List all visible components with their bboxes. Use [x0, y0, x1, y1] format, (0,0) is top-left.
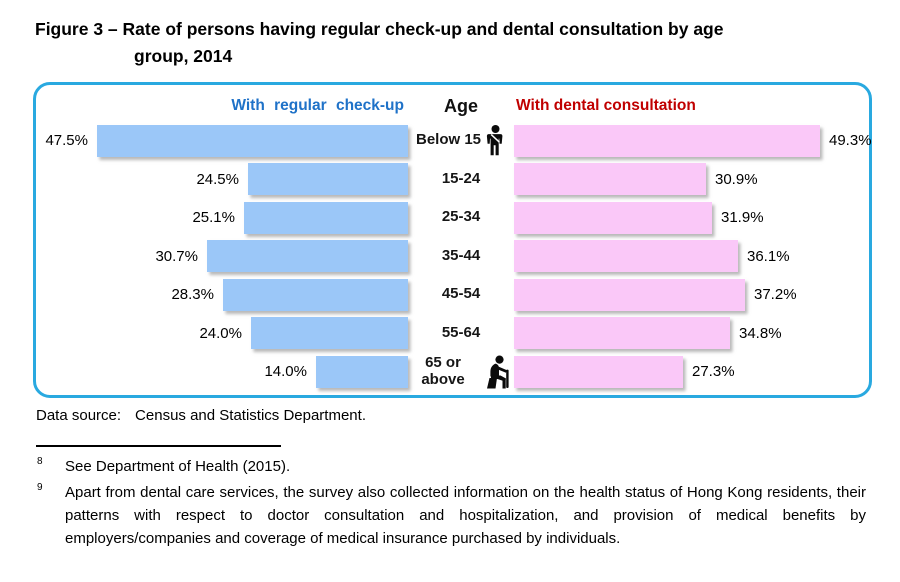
dental-consultation-bar	[514, 355, 683, 388]
regular-checkup-bar	[97, 124, 408, 157]
dental-consultation-cell: 37.2%	[514, 278, 869, 311]
regular-checkup-value-label: 14.0%	[264, 363, 307, 380]
regular-checkup-cell: 24.5%	[36, 163, 408, 195]
dental-consultation-value-label: 37.2%	[754, 286, 797, 303]
elderly-person-icon	[482, 355, 514, 389]
regular-checkup-cell: 25.1%	[36, 201, 408, 234]
chart-row-65-or-above: 14.0% 65 or above 27.3%	[36, 352, 869, 391]
footnote-8-marker: 8	[37, 456, 43, 468]
age-axis-header: Age	[443, 95, 478, 116]
data-source: Data source: Census and Statistics Depart…	[36, 407, 900, 424]
regular-checkup-value-label: 30.7%	[155, 247, 198, 265]
dental-consultation-value-label: 31.9%	[721, 209, 764, 226]
data-source-value: Census and Statistics Department.	[135, 407, 366, 425]
age-group-cell: 25-34	[408, 209, 514, 226]
child-icon	[485, 125, 506, 156]
age-group-cell: 35-44	[408, 246, 514, 265]
chart-row-45-54: 28.3% 45-54 37.2%	[36, 275, 869, 314]
regular-checkup-value-label: 24.5%	[196, 170, 239, 188]
regular-checkup-cell: 28.3%	[36, 278, 408, 311]
regular-checkup-value-label: 24.0%	[199, 324, 242, 342]
footnote-9: 9 Apart from dental care services, the s…	[37, 481, 866, 551]
regular-checkup-value-label: 28.3%	[171, 286, 214, 303]
data-source-label: Data source:	[36, 407, 122, 425]
footnote-8: 8 See Department of Health (2015).	[37, 455, 866, 478]
legend-dental-consultation: With dental consultation	[516, 97, 696, 115]
dental-consultation-bar	[514, 317, 730, 349]
footnotes: 8 See Department of Health (2015). 9 Apa…	[37, 455, 866, 550]
legend-regular-checkup: With regular check-up	[231, 97, 404, 115]
chart-rows: 47.5% Below 15 49.3% 24.5% 15-24 30.9% 25.1% 25…	[36, 121, 872, 391]
dental-consultation-cell: 49.3%	[514, 124, 872, 157]
dental-consultation-value-label: 36.1%	[747, 247, 790, 265]
dental-consultation-bar	[514, 201, 712, 234]
dental-consultation-bar	[514, 278, 745, 311]
regular-checkup-bar	[248, 163, 408, 195]
regular-checkup-bar	[251, 317, 408, 349]
dental-consultation-bar	[514, 124, 820, 157]
age-group-cell: 15-24	[408, 169, 514, 188]
footnote-8-text: See Department of Health (2015).	[65, 458, 291, 476]
footnote-9-text: Apart from dental care services, the sur…	[65, 483, 866, 548]
dental-consultation-cell: 36.1%	[514, 240, 869, 272]
age-group-label: 25-34	[441, 208, 481, 226]
chart-row-below-15: 47.5% Below 15 49.3%	[36, 121, 872, 160]
figure-title-line1: Figure 3 – Rate of persons having regula…	[35, 19, 724, 39]
age-group-label: 65 or above	[421, 354, 465, 388]
age-group-label: 15-24	[441, 169, 481, 187]
regular-checkup-value-label: 47.5%	[45, 132, 88, 149]
age-group-cell: Below 15	[408, 125, 514, 156]
footnote-divider	[36, 445, 281, 448]
chart-row-35-44: 30.7% 35-44 36.1%	[36, 237, 869, 276]
chart-row-15-24: 24.5% 15-24 30.9%	[36, 160, 869, 199]
chart-row-55-64: 24.0% 55-64 34.8%	[36, 314, 869, 353]
chart-header: With regular check-up Age With dental co…	[36, 91, 869, 121]
age-group-label: 35-44	[441, 246, 481, 264]
regular-checkup-cell: 30.7%	[36, 240, 408, 272]
age-group-label: Below 15	[415, 131, 482, 149]
age-group-label: 45-54	[441, 285, 481, 303]
dental-consultation-value-label: 30.9%	[715, 170, 758, 188]
dental-consultation-bar	[514, 163, 706, 195]
regular-checkup-bar	[223, 278, 408, 311]
dental-consultation-value-label: 27.3%	[692, 363, 735, 380]
dental-consultation-cell: 27.3%	[514, 355, 869, 388]
figure-title-line2: group, 2014	[134, 46, 233, 67]
dental-consultation-bar	[514, 240, 738, 272]
document-page: Figure 3 – Rate of persons having regula…	[0, 16, 900, 582]
footnote-9-marker: 9	[37, 481, 43, 493]
age-group-cell: 45-54	[408, 286, 514, 303]
age-group-cell: 65 or above	[408, 354, 514, 389]
regular-checkup-value-label: 25.1%	[192, 209, 235, 226]
regular-checkup-cell: 47.5%	[36, 124, 408, 157]
age-group-label: 55-64	[441, 323, 481, 341]
dental-consultation-cell: 30.9%	[514, 163, 869, 195]
chart-panel: With regular check-up Age With dental co…	[33, 82, 872, 399]
chart-row-25-34: 25.1% 25-34 31.9%	[36, 198, 869, 237]
dental-consultation-value-label: 49.3%	[829, 132, 872, 149]
regular-checkup-bar	[316, 355, 408, 388]
regular-checkup-bar	[244, 201, 408, 234]
regular-checkup-cell: 24.0%	[36, 317, 408, 349]
dental-consultation-value-label: 34.8%	[739, 324, 782, 342]
dental-consultation-cell: 31.9%	[514, 201, 869, 234]
regular-checkup-bar	[207, 240, 408, 272]
age-group-cell: 55-64	[408, 323, 514, 342]
dental-consultation-cell: 34.8%	[514, 317, 869, 349]
regular-checkup-cell: 14.0%	[36, 355, 408, 388]
figure-title: Figure 3 – Rate of persons having regula…	[35, 16, 870, 70]
